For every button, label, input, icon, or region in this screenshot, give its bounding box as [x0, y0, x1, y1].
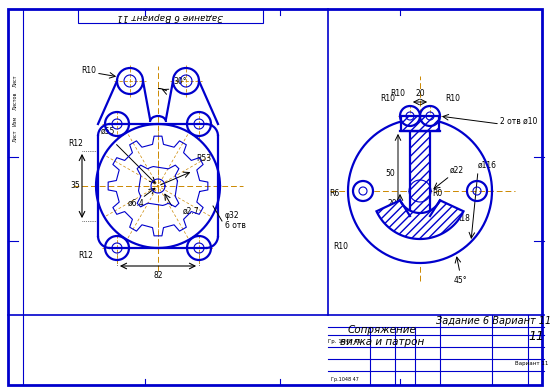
Text: R18: R18	[455, 214, 470, 223]
Polygon shape	[401, 116, 439, 131]
Text: Листов: Листов	[13, 92, 18, 110]
Text: R6: R6	[330, 189, 340, 198]
Polygon shape	[348, 120, 411, 215]
Text: 82: 82	[153, 271, 163, 280]
Text: 6 отв: 6 отв	[225, 221, 246, 230]
Text: 30°: 30°	[173, 77, 186, 86]
Text: R53: R53	[196, 154, 211, 163]
Text: Изм: Изм	[13, 116, 18, 126]
Text: 2 отв ø10: 2 отв ø10	[500, 117, 537, 126]
Text: Вариант 11: Вариант 11	[515, 361, 549, 366]
Text: 20: 20	[415, 89, 425, 98]
Text: R10: R10	[380, 94, 395, 103]
Polygon shape	[410, 131, 430, 216]
Text: R10: R10	[390, 89, 405, 98]
Text: R10: R10	[445, 94, 460, 103]
Text: R10: R10	[333, 242, 348, 251]
Text: Сопряжение
вилка и патрон: Сопряжение вилка и патрон	[340, 325, 424, 347]
Text: ø116: ø116	[478, 161, 497, 170]
Text: Задание 6 Вариант 11: Задание 6 Вариант 11	[436, 316, 550, 326]
Text: Задание 6 Вариант 11: Задание 6 Вариант 11	[117, 11, 223, 20]
Text: φ32: φ32	[225, 211, 240, 220]
Text: R12: R12	[68, 139, 83, 148]
Polygon shape	[348, 119, 488, 263]
Text: 20: 20	[387, 199, 397, 208]
Text: R12: R12	[78, 251, 93, 260]
Text: ø2.7: ø2.7	[183, 207, 200, 216]
Text: Гр.1048 47: Гр.1048 47	[331, 377, 359, 382]
Text: ø22: ø22	[450, 166, 464, 175]
Text: Гр. 1048 41: Гр. 1048 41	[328, 339, 361, 344]
Text: Лист: Лист	[13, 130, 18, 142]
Text: ø55: ø55	[101, 127, 115, 136]
Text: 45°: 45°	[453, 276, 467, 285]
Text: ø6.4: ø6.4	[128, 199, 144, 208]
Text: 50: 50	[385, 170, 395, 179]
Text: 11: 11	[528, 330, 544, 343]
Text: R10: R10	[81, 66, 96, 75]
Polygon shape	[377, 200, 464, 239]
Text: Лист: Лист	[13, 75, 18, 87]
Bar	[78, 9, 263, 23]
Text: 35: 35	[70, 181, 80, 190]
Text: R0: R0	[432, 189, 442, 198]
